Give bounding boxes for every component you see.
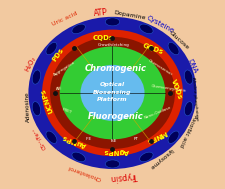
Text: Growth/etching: Growth/etching (98, 43, 130, 47)
Text: Aggregation: Aggregation (53, 60, 76, 77)
Text: MNPs: MNPs (145, 130, 168, 144)
Text: Uric acid: Uric acid (51, 10, 78, 26)
Ellipse shape (20, 9, 205, 177)
Text: Glucose: Glucose (168, 30, 190, 50)
Text: Optical: Optical (100, 82, 125, 87)
Text: Adenosine: Adenosine (25, 91, 31, 122)
Ellipse shape (46, 43, 57, 55)
Ellipse shape (184, 102, 193, 116)
Text: UCNPs: UCNPs (40, 88, 54, 114)
Ellipse shape (28, 17, 197, 169)
Text: Biosensing: Biosensing (93, 90, 132, 95)
Ellipse shape (72, 152, 85, 162)
Text: ISE: ISE (111, 139, 117, 143)
Text: Trypsin: Trypsin (110, 170, 138, 182)
Ellipse shape (60, 46, 165, 139)
Text: Fluorogenic: Fluorogenic (88, 112, 144, 121)
Ellipse shape (32, 70, 40, 84)
Ellipse shape (168, 43, 179, 55)
Text: GQDs: GQDs (141, 42, 164, 55)
Text: ATP: ATP (93, 8, 108, 18)
Text: DNA: DNA (187, 58, 198, 75)
Ellipse shape (72, 24, 85, 34)
Text: FRET: FRET (61, 108, 72, 115)
Text: Chemoenzymatic: Chemoenzymatic (151, 84, 187, 93)
Text: Nano-Oxidase: Nano-Oxidase (144, 106, 172, 120)
Text: Cholesterol: Cholesterol (67, 164, 102, 181)
Text: Lysosyme: Lysosyme (148, 147, 173, 170)
Text: Ascorbic acid: Ascorbic acid (178, 114, 198, 147)
Text: H₂O₂: H₂O₂ (24, 55, 37, 73)
Ellipse shape (50, 37, 175, 149)
Text: Platform: Platform (97, 97, 128, 102)
Ellipse shape (184, 70, 193, 84)
Ellipse shape (105, 160, 120, 168)
Text: Chromogenic: Chromogenic (85, 64, 147, 73)
Text: Dopamine: Dopamine (114, 10, 146, 20)
Ellipse shape (105, 18, 120, 26)
Ellipse shape (46, 131, 57, 143)
Ellipse shape (42, 30, 183, 156)
Ellipse shape (168, 131, 179, 143)
Text: CS²⁺/Fe²⁺: CS²⁺/Fe²⁺ (31, 127, 47, 150)
Ellipse shape (81, 65, 144, 121)
Text: Alkaline phosphatase: Alkaline phosphatase (191, 77, 199, 120)
Text: CQDs: CQDs (92, 36, 113, 41)
Ellipse shape (32, 102, 40, 116)
Ellipse shape (140, 24, 153, 34)
Text: Chemosensor: Chemosensor (148, 58, 174, 77)
Ellipse shape (140, 152, 153, 162)
Text: AIE: AIE (55, 87, 62, 91)
Text: AuNPs: AuNPs (61, 134, 87, 148)
Text: PT: PT (134, 136, 139, 141)
Text: VODs: VODs (170, 78, 183, 100)
Text: AgNPs: AgNPs (104, 148, 129, 153)
Text: PDs: PDs (51, 46, 65, 62)
Text: IFE: IFE (86, 136, 92, 141)
Text: Cysteine: Cysteine (146, 14, 175, 34)
